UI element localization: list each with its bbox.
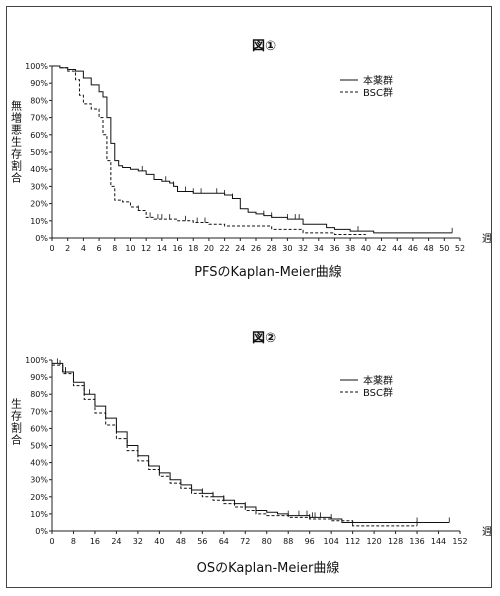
x-tick-label: 40 [154, 537, 164, 546]
x-tick-label: 34 [314, 244, 324, 253]
x-tick-label: 4 [81, 244, 86, 253]
y-tick-label: 20% [30, 200, 48, 209]
x-tick-label: 104 [324, 537, 339, 546]
x-tick-label: 30 [282, 244, 292, 253]
x-tick-label: 50 [439, 244, 449, 253]
x-tick-label: 14 [157, 244, 167, 253]
figure-frame [6, 6, 492, 588]
chart-title: 図② [252, 331, 276, 346]
x-tick-label: 36 [329, 244, 339, 253]
x-tick-label: 0 [49, 537, 54, 546]
y-tick-label: 60% [30, 424, 48, 433]
y-tick-label: 10% [30, 217, 48, 226]
y-tick-label: 50% [30, 148, 48, 157]
legend-label: BSC群 [363, 86, 393, 99]
x-tick-label: 128 [388, 537, 403, 546]
y-tick-label: 100% [25, 356, 48, 365]
y-tick-label: 60% [30, 131, 48, 140]
chart-title: 図① [252, 39, 276, 54]
x-tick-label: 20 [204, 244, 214, 253]
chart-caption: PFSのKaplan-Meier曲線 [194, 264, 342, 280]
x-tick-label: 64 [219, 537, 229, 546]
x-tick-label: 0 [49, 244, 54, 253]
x-tick-label: 18 [188, 244, 198, 253]
x-tick-label: 32 [133, 537, 143, 546]
x-tick-label: 96 [305, 537, 315, 546]
y-tick-label: 90% [30, 79, 48, 88]
x-tick-label: 48 [176, 537, 186, 546]
x-tick-label: 28 [267, 244, 277, 253]
y-tick-label: 90% [30, 373, 48, 382]
x-axis-unit: 週 [482, 233, 492, 245]
x-tick-label: 112 [345, 537, 360, 546]
x-tick-label: 56 [197, 537, 207, 546]
y-tick-label: 40% [30, 165, 48, 174]
x-tick-label: 8 [71, 537, 76, 546]
series-line-drug [52, 65, 453, 234]
x-tick-label: 88 [283, 537, 293, 546]
x-tick-label: 46 [408, 244, 418, 253]
y-tick-label: 80% [30, 390, 48, 399]
x-tick-label: 48 [424, 244, 434, 253]
x-tick-label: 120 [366, 537, 381, 546]
chart-caption: OSのKaplan-Meier曲線 [197, 560, 340, 576]
y-tick-label: 70% [30, 407, 48, 416]
x-tick-label: 2 [65, 244, 70, 253]
legend-label: 本薬群 [363, 74, 393, 87]
y-tick-label: 0% [35, 234, 48, 243]
y-tick-label: 0% [35, 527, 48, 536]
legend-label: 本薬群 [363, 374, 393, 387]
y-tick-label: 10% [30, 510, 48, 519]
os-chart: 図② 0% 10% 20% 30% 40% 50% 60% 70% 80% 90% 100% 0 8 16 2… [10, 331, 493, 576]
y-tick-label: 70% [30, 114, 48, 123]
x-tick-label: 12 [141, 244, 151, 253]
x-tick-label: 72 [240, 537, 250, 546]
series-line-bsc [52, 65, 366, 236]
y-tick-label: 50% [30, 442, 48, 451]
x-tick-label: 32 [298, 244, 308, 253]
y-axis-label: 無増悪生存割合 [10, 99, 23, 184]
series-line-bsc [52, 364, 418, 527]
y-tick-label: 20% [30, 493, 48, 502]
x-tick-label: 42 [376, 244, 386, 253]
x-tick-label: 24 [111, 537, 121, 546]
x-tick-label: 26 [251, 244, 261, 253]
x-tick-label: 40 [361, 244, 371, 253]
x-tick-label: 38 [345, 244, 355, 253]
x-tick-label: 6 [97, 244, 102, 253]
x-tick-label: 144 [431, 537, 446, 546]
pfs-chart: 図①0%10%20%30%40%50%60%70%80%90%100%0 2 4 6 8… [10, 39, 493, 280]
x-tick-label: 152 [452, 537, 467, 546]
y-tick-label: 80% [30, 96, 48, 105]
x-tick-label: 136 [409, 537, 424, 546]
x-tick-label: 8 [112, 244, 117, 253]
x-tick-label: 44 [392, 244, 402, 253]
x-tick-label: 16 [172, 244, 182, 253]
x-axis-unit: 週 [482, 526, 492, 538]
y-tick-label: 100% [25, 62, 48, 71]
x-tick-label: 22 [220, 244, 230, 253]
legend-label: BSC群 [363, 386, 393, 399]
x-tick-label: 16 [90, 537, 100, 546]
y-tick-label: 30% [30, 476, 48, 485]
y-tick-label: 30% [30, 182, 48, 191]
x-tick-label: 10 [125, 244, 135, 253]
y-tick-label: 40% [30, 459, 48, 468]
x-tick-label: 24 [235, 244, 245, 253]
x-tick-label: 52 [455, 244, 465, 253]
y-axis-label: 生存割合 [10, 397, 23, 446]
x-tick-label: 80 [262, 537, 272, 546]
